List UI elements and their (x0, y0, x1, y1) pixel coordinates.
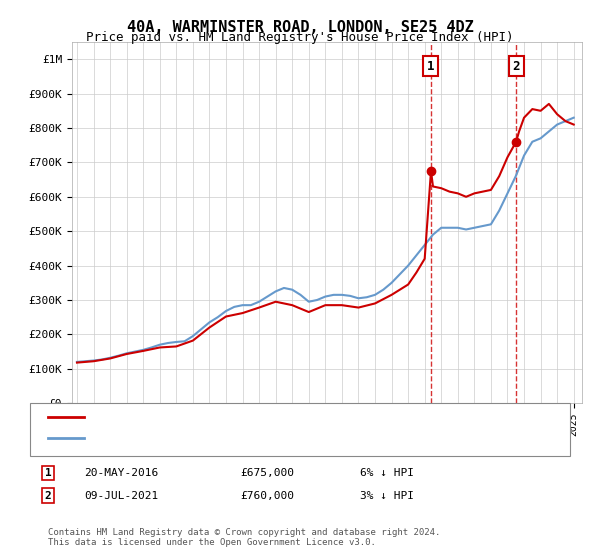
Text: 20-MAY-2016: 20-MAY-2016 (84, 468, 158, 478)
Text: 2: 2 (512, 59, 520, 73)
Text: 1: 1 (427, 59, 435, 73)
Text: 09-JUL-2021: 09-JUL-2021 (84, 491, 158, 501)
Text: 2: 2 (44, 491, 52, 501)
Text: 40A, WARMINSTER ROAD, LONDON, SE25 4DZ (detached house): 40A, WARMINSTER ROAD, LONDON, SE25 4DZ (… (90, 412, 434, 422)
Text: £760,000: £760,000 (240, 491, 294, 501)
Text: Price paid vs. HM Land Registry's House Price Index (HPI): Price paid vs. HM Land Registry's House … (86, 31, 514, 44)
Text: HPI: Average price, detached house, Croydon: HPI: Average price, detached house, Croy… (90, 433, 359, 444)
Text: 1: 1 (44, 468, 52, 478)
Text: £675,000: £675,000 (240, 468, 294, 478)
Text: 6% ↓ HPI: 6% ↓ HPI (360, 468, 414, 478)
Text: 40A, WARMINSTER ROAD, LONDON, SE25 4DZ: 40A, WARMINSTER ROAD, LONDON, SE25 4DZ (127, 20, 473, 35)
Text: 3% ↓ HPI: 3% ↓ HPI (360, 491, 414, 501)
Text: Contains HM Land Registry data © Crown copyright and database right 2024.
This d: Contains HM Land Registry data © Crown c… (48, 528, 440, 547)
